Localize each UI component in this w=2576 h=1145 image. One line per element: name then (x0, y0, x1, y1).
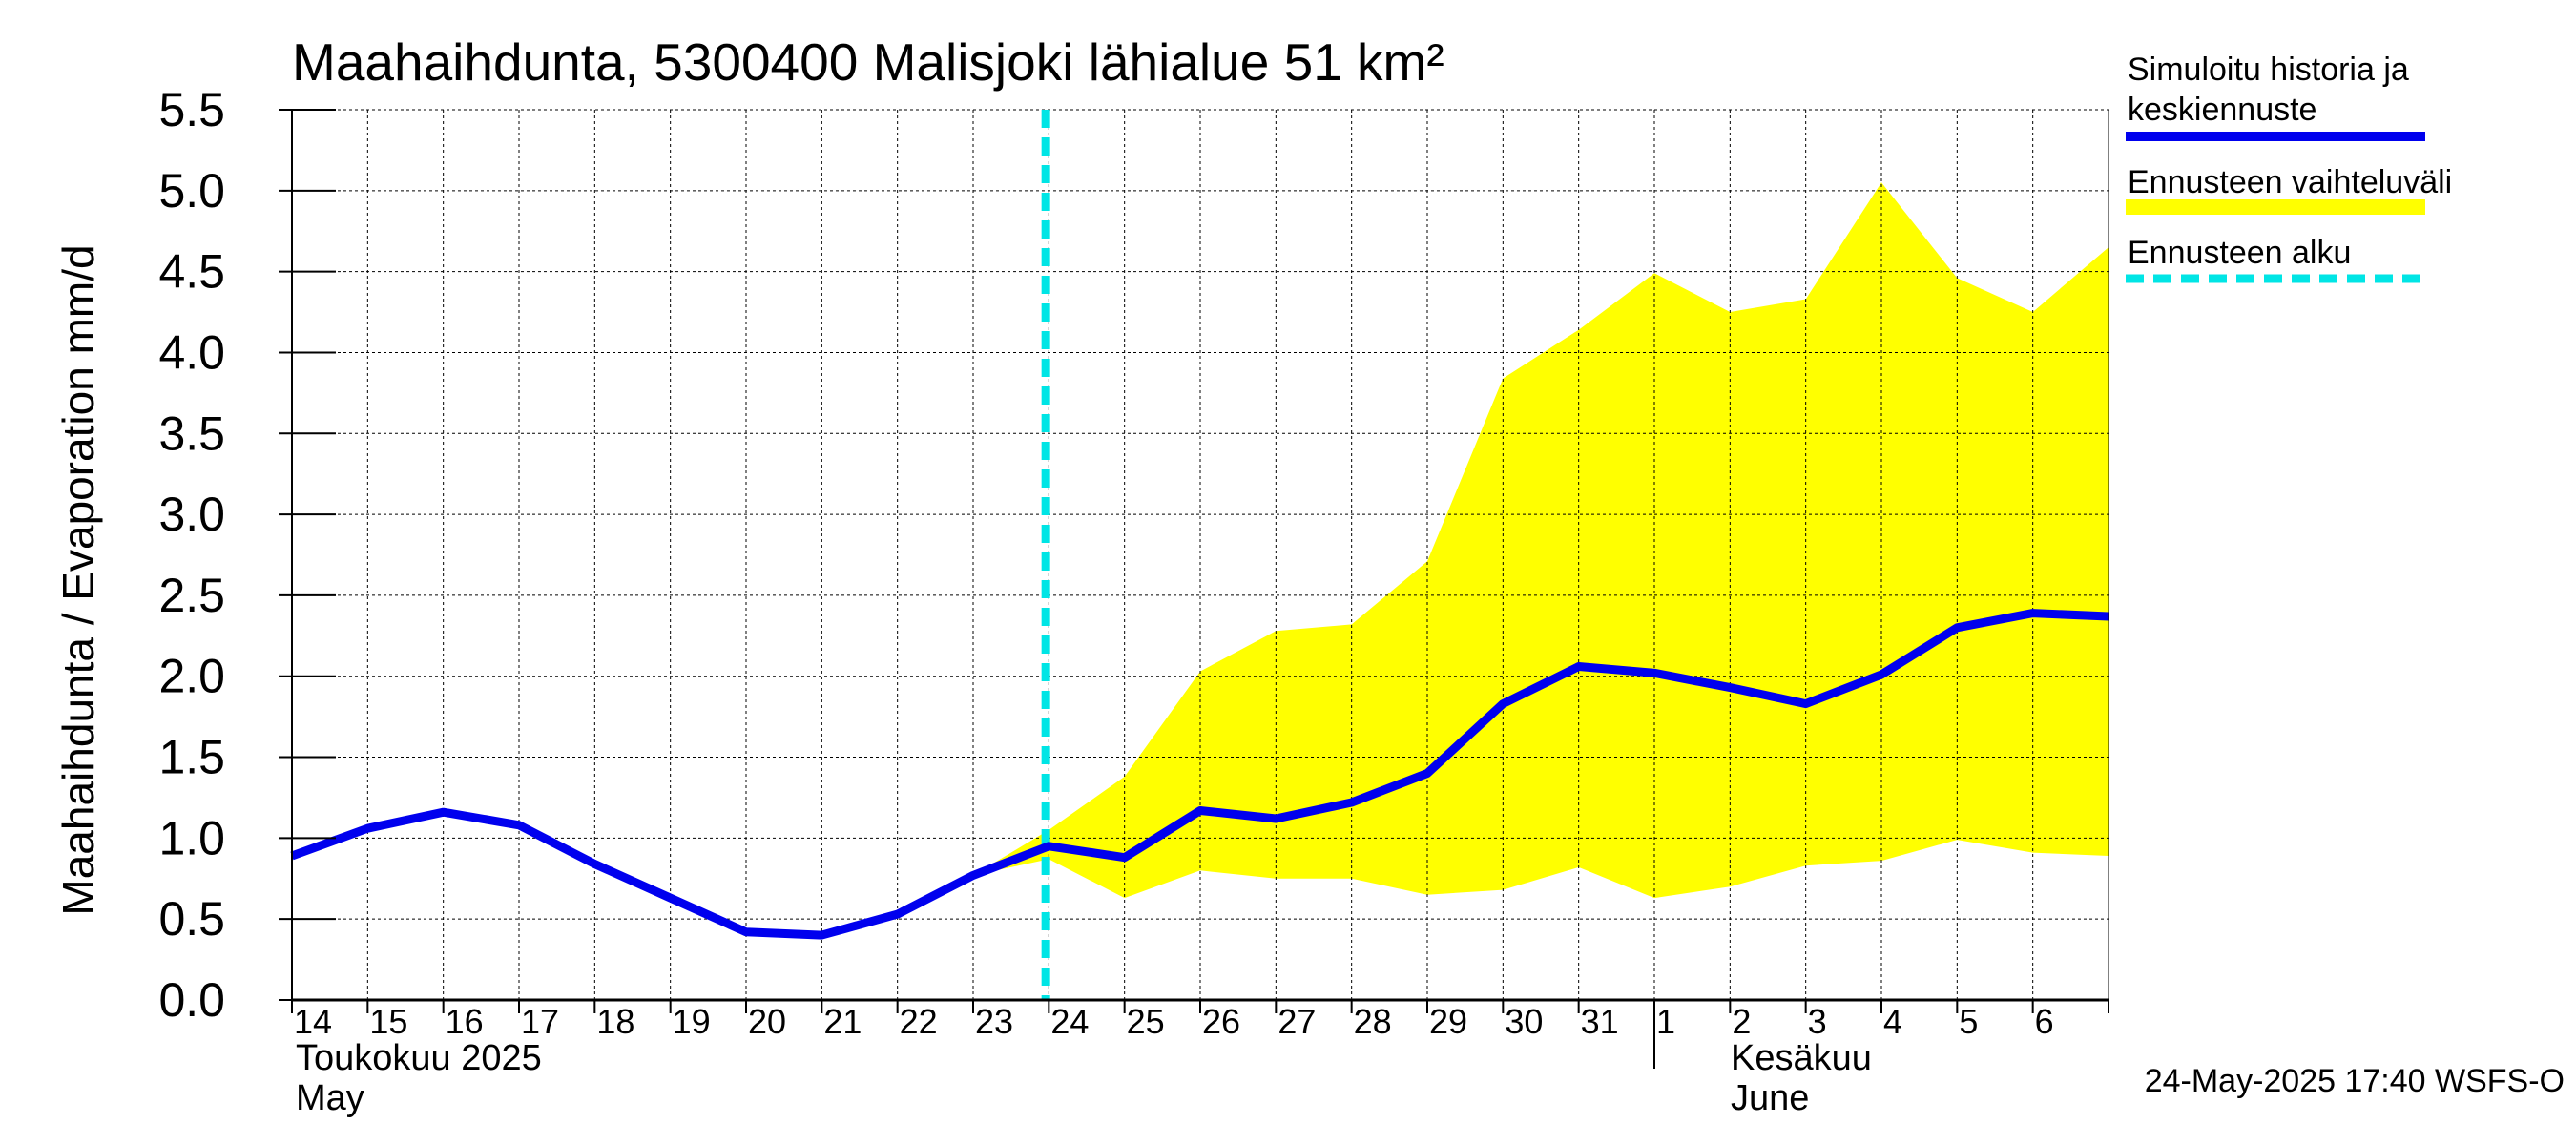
legend-item-history: Simuloitu historia ja keskiennuste (2126, 52, 2425, 141)
legend: Simuloitu historia ja keskiennuste Ennus… (2126, 52, 2452, 283)
month-label: Kesäkuu (1731, 1038, 1872, 1078)
x-tick-label: 3 (1808, 1002, 1827, 1041)
axis-layer: 0.00.51.01.52.02.53.03.54.04.55.05.514 15… (158, 83, 2109, 1118)
chart-title: Maahaihdunta, 5300400 Malisjoki lähialue… (292, 32, 1444, 92)
y-tick-label: 5.0 (158, 164, 225, 218)
x-tick-label: 19 (673, 1002, 711, 1041)
grid-layer (292, 109, 2109, 1000)
x-tick-label: 26 (1202, 1002, 1240, 1041)
month-label: Toukokuu 2025 (296, 1038, 542, 1078)
y-axis-label: Maahaihdunta / Evaporation mm/d (53, 244, 103, 915)
y-tick-label: 0.5 (158, 892, 225, 946)
x-tick-label: 1 (1656, 1002, 1675, 1041)
footer-timestamp: 24-May-2025 17:40 WSFS-O (2145, 1063, 2565, 1099)
x-tick-label: 27 (1278, 1002, 1316, 1041)
y-tick-label: 1.0 (158, 811, 225, 864)
legend-label: Ennusteen vaihteluväli (2128, 164, 2452, 200)
x-tick-label: 18 (596, 1002, 634, 1041)
legend-label: keskiennuste (2128, 92, 2316, 128)
y-tick-label: 4.0 (158, 325, 225, 379)
y-tick-label: 1.5 (158, 731, 225, 784)
y-tick-label: 3.0 (158, 488, 225, 541)
y-tick-label: 0.0 (158, 973, 225, 1027)
forecast-range-band (973, 182, 2109, 899)
legend-item-range: Ennusteen vaihteluväli (2126, 164, 2452, 215)
x-tick-label: 14 (294, 1002, 332, 1041)
series-line-simulated (290, 609, 2109, 940)
y-tick-label: 4.5 (158, 245, 225, 299)
x-tick-label: 20 (748, 1002, 786, 1041)
x-tick-label: 28 (1354, 1002, 1392, 1041)
month-label-en: June (1731, 1078, 1809, 1118)
series-layer (290, 110, 2109, 1000)
x-tick-label: 5 (1959, 1002, 1978, 1041)
x-tick-label: 29 (1429, 1002, 1467, 1041)
x-tick-label: 15 (369, 1002, 407, 1041)
y-tick-label: 3.5 (158, 406, 225, 460)
x-tick-label: 22 (900, 1002, 938, 1041)
x-tick-label: 6 (2035, 1002, 2054, 1041)
x-tick-label: 17 (521, 1002, 559, 1041)
month-label-en: May (296, 1078, 364, 1118)
y-tick-label: 2.0 (158, 650, 225, 703)
x-tick-label: 16 (446, 1002, 484, 1041)
y-tick-label: 5.5 (158, 83, 225, 136)
x-tick-label: 23 (975, 1002, 1013, 1041)
x-tick-label: 25 (1127, 1002, 1165, 1041)
forecast-band-layer (973, 182, 2109, 899)
x-tick-label: 24 (1050, 1002, 1089, 1041)
legend-label: Simuloitu historia ja (2128, 52, 2409, 88)
x-tick-label: 30 (1505, 1002, 1543, 1041)
legend-label: Ennusteen alku (2128, 235, 2351, 271)
x-tick-label: 31 (1581, 1002, 1619, 1041)
x-tick-label: 21 (823, 1002, 862, 1041)
y-tick-label: 2.5 (158, 569, 225, 622)
x-tick-label: 2 (1732, 1002, 1751, 1041)
x-tick-label: 4 (1883, 1002, 1902, 1041)
legend-item-forecast-start: Ennusteen alku (2126, 235, 2425, 283)
